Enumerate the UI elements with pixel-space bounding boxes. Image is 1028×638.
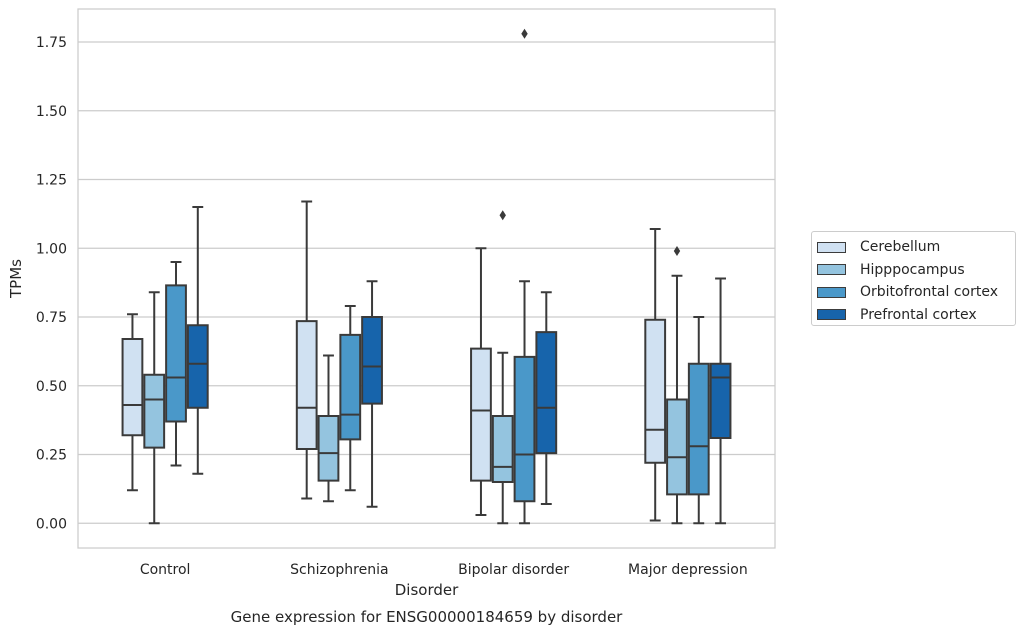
box-body <box>317 415 340 482</box>
legend-item: Prefrontal cortex <box>817 304 1015 327</box>
box-body <box>295 320 318 450</box>
chart-title: Gene expression for ENSG00000184659 by d… <box>231 608 624 626</box>
box-body <box>709 362 732 439</box>
box-orbitofrontal-cortex <box>687 316 710 525</box>
box-hipppocampus <box>143 291 166 525</box>
legend-item: Orbitofrontal cortex <box>817 281 1015 304</box>
box-body <box>186 324 209 409</box>
box-hipppocampus <box>491 210 514 525</box>
box-orbitofrontal-cortex <box>165 261 187 467</box>
y-tick-label: 1.50 <box>36 104 67 120</box>
legend-item: Hipppocampus <box>817 259 1015 282</box>
box-body <box>121 338 144 437</box>
y-tick-label: 1.00 <box>36 241 67 257</box>
y-tick-label: 0.75 <box>36 310 67 326</box>
outlier-marker <box>499 210 506 221</box>
box-body <box>361 316 383 405</box>
outlier-marker <box>673 246 681 256</box>
box-orbitofrontal-cortex <box>339 305 362 492</box>
box-body <box>535 331 558 455</box>
box-prefrontal-cortex <box>186 206 209 475</box>
legend-swatch <box>817 264 846 276</box>
box-body <box>339 333 362 441</box>
x-axis-label: Disorder <box>395 581 459 599</box>
box-prefrontal-cortex <box>709 277 732 525</box>
y-tick-label: 0.00 <box>36 516 67 532</box>
legend-item: Cerebellum <box>817 236 1015 259</box>
y-axis-label: TPMs <box>7 259 25 299</box>
x-tick-label: Major depression <box>628 562 748 578</box>
box-body <box>666 398 688 496</box>
x-tick-label: Schizophrenia <box>290 562 388 578</box>
outlier-marker <box>521 28 528 39</box>
box-hipppocampus <box>666 246 688 525</box>
box-prefrontal-cortex <box>361 280 383 508</box>
y-tick-label: 0.25 <box>36 448 67 464</box>
box-hipppocampus <box>317 354 340 503</box>
box-body <box>513 355 536 503</box>
legend-swatch <box>817 309 846 321</box>
legend: Cerebellum Hipppocampus Orbitofrontal cort… <box>811 231 1016 326</box>
box-cerebellum <box>121 313 144 492</box>
plot-frame <box>77 8 776 549</box>
box-body <box>687 362 710 496</box>
box-cerebellum <box>295 200 318 500</box>
y-tick-label: 1.25 <box>36 173 67 189</box>
y-axis-ticks: 0.00 0.25 0.50 0.75 1.00 1.25 1.50 1.75 <box>36 35 67 532</box>
legend-label: Orbitofrontal cortex <box>860 284 998 301</box>
x-axis-ticks: Control Schizophrenia Bipolar disorder Majo… <box>140 562 748 578</box>
box-body <box>143 373 166 449</box>
box-body <box>470 347 492 482</box>
box-body <box>165 284 187 423</box>
y-tick-label: 1.75 <box>36 35 67 51</box>
legend-label: Cerebellum <box>860 239 941 256</box>
legend-swatch <box>817 241 846 253</box>
box-cerebellum <box>470 247 492 516</box>
box-cerebellum <box>644 228 667 522</box>
legend-label: Prefrontal cortex <box>860 306 977 323</box>
legend-label: Hipppocampus <box>860 261 965 278</box>
box-body <box>644 318 667 464</box>
box-prefrontal-cortex <box>535 291 558 505</box>
x-tick-label: Control <box>140 562 191 578</box>
box-body <box>491 415 514 483</box>
box-orbitofrontal-cortex <box>513 28 536 525</box>
box-plots <box>121 28 732 525</box>
legend-swatch <box>817 286 846 298</box>
y-tick-label: 0.50 <box>36 379 67 395</box>
x-tick-label: Bipolar disorder <box>458 562 569 578</box>
